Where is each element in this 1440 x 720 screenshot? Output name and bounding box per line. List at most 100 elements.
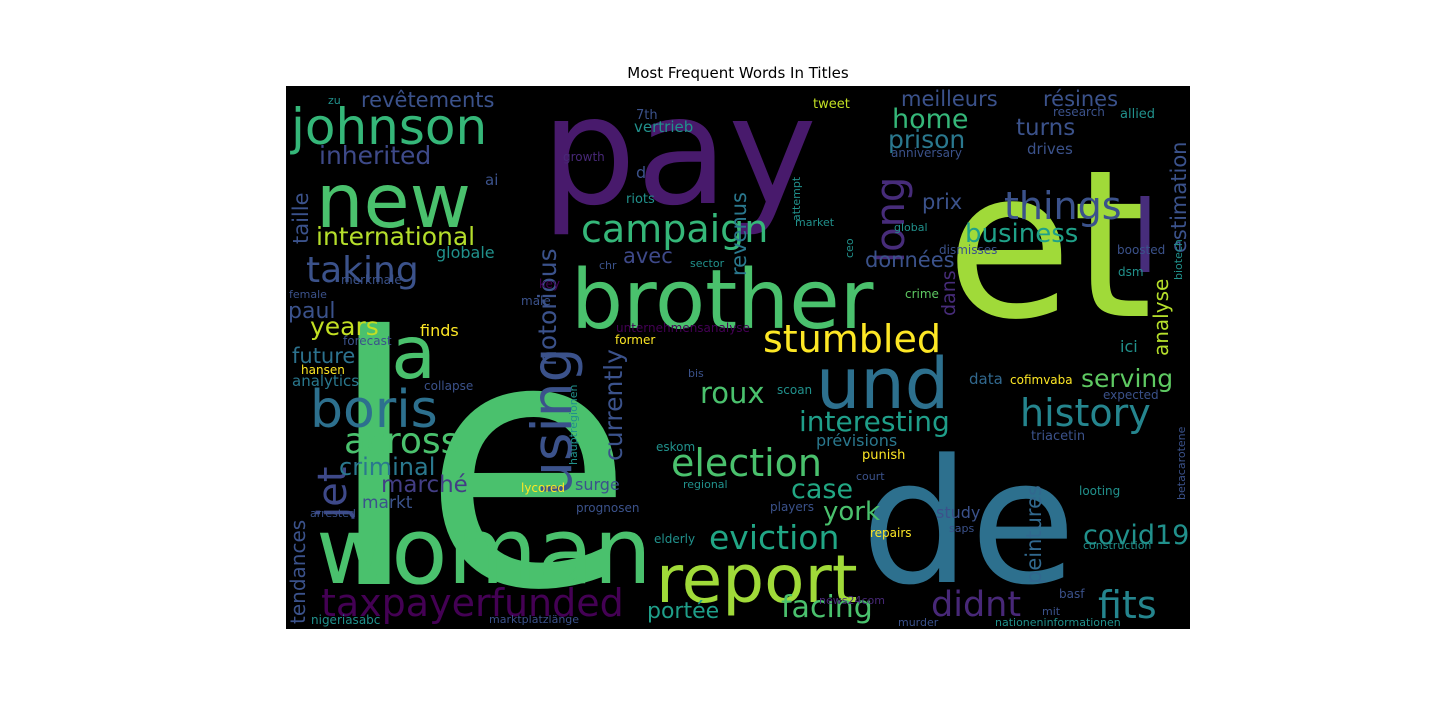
word-99: hansen bbox=[301, 363, 345, 377]
word-9: la bbox=[371, 311, 436, 396]
word-10: l bbox=[1131, 179, 1159, 296]
word-3: de bbox=[861, 422, 1076, 623]
word-121: basf bbox=[1059, 587, 1085, 601]
word-102: scoan bbox=[777, 383, 812, 397]
word-33: case bbox=[791, 474, 853, 505]
word-56: avec bbox=[623, 244, 673, 268]
word-54: prix bbox=[922, 190, 962, 214]
word-cloud: le pay et de woman brother new und report la l john… bbox=[286, 86, 1190, 629]
word-66: data bbox=[969, 370, 1003, 388]
word-84: ceo bbox=[843, 238, 856, 258]
word-128: sector bbox=[690, 257, 725, 270]
word-61: markt bbox=[362, 493, 413, 513]
word-29: international bbox=[316, 222, 475, 251]
word-93: male bbox=[521, 294, 551, 308]
word-122: mit bbox=[1042, 605, 1061, 618]
word-28: facing bbox=[781, 590, 873, 625]
word-120: construction bbox=[1083, 539, 1151, 552]
word-6: new bbox=[316, 157, 471, 245]
word-92: chr bbox=[599, 259, 617, 272]
word-40: years bbox=[310, 312, 379, 341]
word-52: analyse bbox=[1149, 279, 1173, 356]
word-82: attempt bbox=[790, 176, 803, 221]
word-63: globale bbox=[436, 243, 495, 262]
word-108: eskom bbox=[656, 440, 695, 454]
word-115: prognosen bbox=[576, 501, 639, 515]
word-79: growth bbox=[563, 150, 605, 164]
word-27: long bbox=[868, 177, 914, 263]
word-35: home bbox=[892, 104, 969, 135]
word-101: bis bbox=[688, 367, 704, 380]
word-86: dismisses bbox=[939, 243, 997, 257]
word-109: punish bbox=[862, 448, 905, 463]
word-87: boosted bbox=[1117, 243, 1165, 257]
word-46: revenus bbox=[727, 192, 751, 276]
word-88: biotech bbox=[1172, 239, 1185, 280]
word-20: eviction bbox=[709, 518, 839, 557]
word-83: market bbox=[795, 216, 835, 229]
word-124: marktplatzlänge bbox=[489, 613, 579, 626]
word-44: future bbox=[292, 344, 355, 368]
word-123: nigeriasabc bbox=[311, 613, 380, 627]
word-68: surge bbox=[575, 475, 620, 494]
word-64: finds bbox=[420, 321, 459, 340]
word-23: didnt bbox=[931, 585, 1021, 625]
word-11: johnson bbox=[290, 98, 487, 156]
word-74: drives bbox=[1027, 140, 1073, 158]
word-97: forecast bbox=[343, 334, 392, 348]
word-8: report bbox=[656, 541, 858, 618]
word-13: using bbox=[520, 347, 584, 496]
word-91: key bbox=[539, 277, 560, 291]
word-62: prévisions bbox=[816, 431, 897, 450]
word-26: interesting bbox=[799, 405, 950, 438]
word-17: campaign bbox=[581, 207, 768, 251]
word-24: fits bbox=[1098, 583, 1157, 627]
word-78: anniversary bbox=[891, 146, 962, 160]
word-70: vertrieb bbox=[634, 118, 693, 136]
word-111: regional bbox=[683, 478, 728, 491]
word-38: currently bbox=[599, 349, 628, 461]
word-16: history bbox=[1020, 391, 1151, 435]
word-19: across bbox=[344, 421, 459, 462]
word-30: business bbox=[965, 219, 1078, 249]
word-117: saps bbox=[949, 522, 974, 535]
word-85: global bbox=[894, 221, 928, 234]
word-22: things bbox=[1004, 184, 1122, 228]
word-1: pay bbox=[541, 86, 817, 239]
word-32: inherited bbox=[319, 141, 431, 170]
word-75: tweet bbox=[813, 97, 850, 112]
word-59: taille bbox=[289, 192, 313, 244]
word-90: crime bbox=[905, 287, 939, 301]
word-43: paul bbox=[288, 299, 336, 324]
word-103: cofimvaba bbox=[1010, 373, 1073, 387]
word-73: 7th bbox=[636, 108, 658, 123]
word-39: serving bbox=[1081, 364, 1173, 393]
word-14: election bbox=[671, 441, 822, 485]
word-110: court bbox=[856, 470, 885, 483]
word-100: collapse bbox=[424, 379, 473, 393]
word-21: taking bbox=[306, 250, 419, 291]
word-125: news24com bbox=[819, 594, 885, 607]
word-69: study bbox=[936, 503, 980, 522]
word-60: tendances bbox=[286, 520, 310, 624]
word-58: revêtements bbox=[361, 88, 494, 112]
word-80: riots bbox=[626, 192, 655, 207]
word-98: former bbox=[615, 333, 655, 347]
word-94: female bbox=[289, 288, 327, 301]
word-5: brother bbox=[571, 253, 874, 348]
word-0: le bbox=[326, 265, 634, 629]
word-105: hauptregionen bbox=[567, 384, 580, 465]
word-49: résines bbox=[1043, 87, 1118, 111]
word-31: notorious bbox=[533, 248, 562, 366]
word-36: prison bbox=[888, 125, 965, 154]
word-34: roux bbox=[700, 376, 765, 410]
word-55: données bbox=[865, 248, 955, 272]
word-112: lycored bbox=[521, 481, 565, 495]
word-118: elderly bbox=[654, 532, 695, 546]
word-72: ai bbox=[485, 171, 498, 189]
word-45: marché bbox=[381, 472, 468, 498]
word-53: peintures bbox=[1022, 485, 1046, 584]
word-47: portée bbox=[647, 599, 719, 624]
word-4: woman bbox=[316, 498, 652, 605]
word-67: ici bbox=[1120, 337, 1138, 356]
